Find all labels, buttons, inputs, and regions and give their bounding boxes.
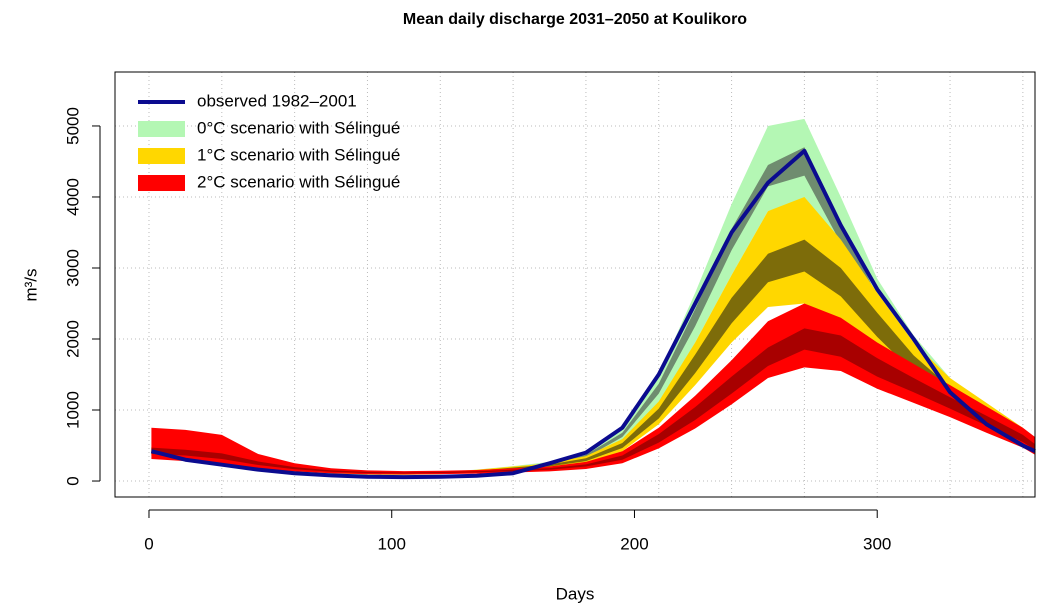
y-tick-label: 4000	[63, 178, 82, 216]
legend-label: observed 1982–2001	[197, 91, 357, 110]
x-tick-label: 0	[144, 534, 153, 553]
plot-frame	[114, 71, 1036, 498]
line	[150, 148, 1036, 480]
y-tick-label: 0	[63, 476, 82, 485]
legend: observed 1982–2001 0°C scenario with Séli…	[138, 91, 400, 191]
plot-area	[150, 118, 1036, 480]
x-axis-label: Days	[556, 584, 595, 603]
band-inner	[151, 328, 1035, 474]
band-inner	[151, 147, 1035, 475]
y-tick-label: 5000	[63, 107, 82, 145]
legend-swatch	[138, 121, 185, 137]
y-tick-label: 3000	[63, 249, 82, 287]
x-tick-label: 300	[863, 534, 891, 553]
band-outer	[151, 118, 1035, 475]
legend-swatch	[138, 175, 185, 191]
band-inner	[151, 239, 1035, 475]
chart-title: Mean daily discharge 2031–2050 at Koulik…	[403, 11, 747, 28]
y-tick-label: 1000	[63, 391, 82, 429]
legend-label: 2°C scenario with Sélingué	[197, 172, 400, 191]
y-tick-label: 2000	[63, 320, 82, 358]
legend-label: 0°C scenario with Sélingué	[197, 118, 400, 137]
y-axis-label: m³/s	[21, 268, 40, 301]
x-tick-label: 200	[620, 534, 648, 553]
x-tick-label: 100	[378, 534, 406, 553]
legend-label: 1°C scenario with Sélingué	[197, 145, 400, 164]
band-outer	[151, 196, 1035, 475]
legend-swatch	[138, 148, 185, 164]
